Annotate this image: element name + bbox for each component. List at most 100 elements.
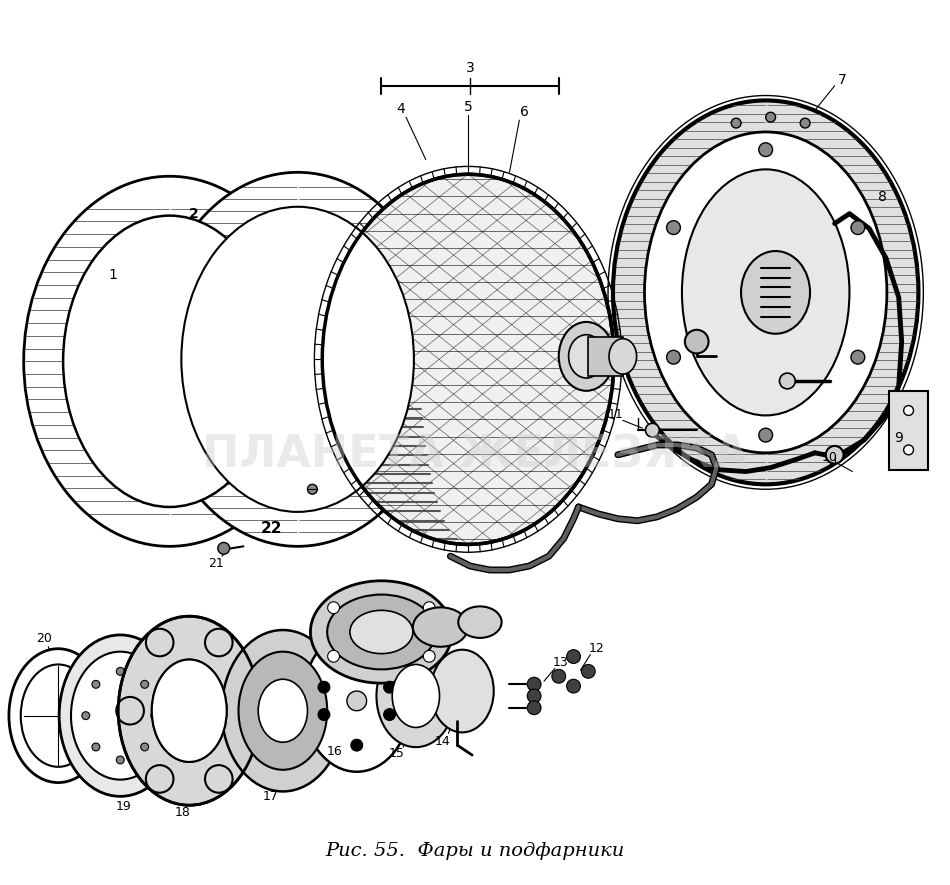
Circle shape [759,428,772,442]
Circle shape [759,142,772,157]
Circle shape [581,665,596,678]
Ellipse shape [238,651,327,770]
Circle shape [141,681,148,689]
Circle shape [116,667,124,675]
Text: 7: 7 [838,73,846,87]
Ellipse shape [119,616,260,805]
Text: 5: 5 [464,100,472,114]
Circle shape [826,446,844,464]
Circle shape [667,220,680,235]
Text: 11: 11 [608,408,624,421]
Circle shape [92,743,100,750]
Circle shape [151,712,159,720]
Ellipse shape [741,251,810,334]
Circle shape [347,691,367,711]
Ellipse shape [392,665,440,727]
Text: Рис. 55.  Фары и подфарники: Рис. 55. Фары и подфарники [325,843,625,860]
Text: 1: 1 [109,267,118,281]
Circle shape [851,220,864,235]
Ellipse shape [24,176,315,546]
Ellipse shape [9,649,107,782]
Text: 17: 17 [263,789,279,803]
Text: 2: 2 [189,207,200,220]
Ellipse shape [322,174,614,544]
Circle shape [328,602,339,613]
Ellipse shape [327,595,436,669]
Circle shape [235,697,262,725]
Circle shape [116,756,124,764]
Ellipse shape [71,651,169,780]
Ellipse shape [458,606,502,638]
Circle shape [141,743,148,750]
Circle shape [566,650,580,664]
Ellipse shape [609,339,637,374]
Circle shape [732,119,741,128]
Ellipse shape [152,173,444,546]
Circle shape [351,739,363,751]
Text: 3: 3 [466,61,474,75]
Circle shape [92,681,100,689]
Circle shape [527,701,541,715]
Text: 9: 9 [894,431,903,445]
Text: 12: 12 [588,643,604,655]
Circle shape [903,405,914,415]
Circle shape [766,112,775,122]
Circle shape [424,602,435,613]
Circle shape [552,669,565,683]
Text: 16: 16 [326,744,342,758]
Text: 19: 19 [115,800,131,812]
Circle shape [851,350,864,364]
Ellipse shape [569,335,604,378]
Text: 18: 18 [175,805,190,819]
Circle shape [218,543,230,554]
Ellipse shape [682,169,849,415]
Circle shape [780,373,795,389]
Bar [588,336,623,376]
Text: 15: 15 [389,747,404,759]
Ellipse shape [559,322,614,391]
Ellipse shape [413,607,468,647]
Text: 4: 4 [397,103,406,116]
Text: 13: 13 [553,656,569,669]
Circle shape [318,681,330,693]
Circle shape [146,628,174,657]
Circle shape [527,677,541,691]
Text: 21: 21 [208,557,223,570]
Circle shape [146,766,174,793]
Circle shape [205,766,233,793]
Circle shape [205,628,233,657]
Ellipse shape [152,659,227,762]
Text: 14: 14 [434,735,450,748]
Circle shape [645,423,659,437]
Ellipse shape [311,581,452,683]
Circle shape [116,697,143,725]
Ellipse shape [181,207,414,512]
Ellipse shape [644,132,887,453]
Text: 8: 8 [878,190,886,204]
Circle shape [800,119,810,128]
Circle shape [424,650,435,662]
Ellipse shape [221,630,344,791]
Circle shape [328,650,339,662]
Circle shape [527,689,541,703]
Ellipse shape [350,611,413,654]
Circle shape [903,445,914,455]
Ellipse shape [59,635,181,796]
Ellipse shape [613,101,919,484]
Text: ПЛАНЕТА ЖЕЛЕЗЯКА: ПЛАНЕТА ЖЕЛЕЗЯКА [201,434,749,476]
Circle shape [318,709,330,720]
Circle shape [384,681,395,693]
Circle shape [308,484,317,494]
Text: 10: 10 [822,451,838,465]
Text: 22: 22 [260,521,282,536]
Ellipse shape [258,679,308,743]
Circle shape [82,712,89,720]
Text: 20: 20 [36,633,52,645]
Bar [889,391,928,470]
Ellipse shape [376,645,455,747]
Ellipse shape [302,630,411,772]
Ellipse shape [63,216,276,507]
Circle shape [667,350,680,364]
Circle shape [566,679,580,693]
Ellipse shape [685,330,709,353]
